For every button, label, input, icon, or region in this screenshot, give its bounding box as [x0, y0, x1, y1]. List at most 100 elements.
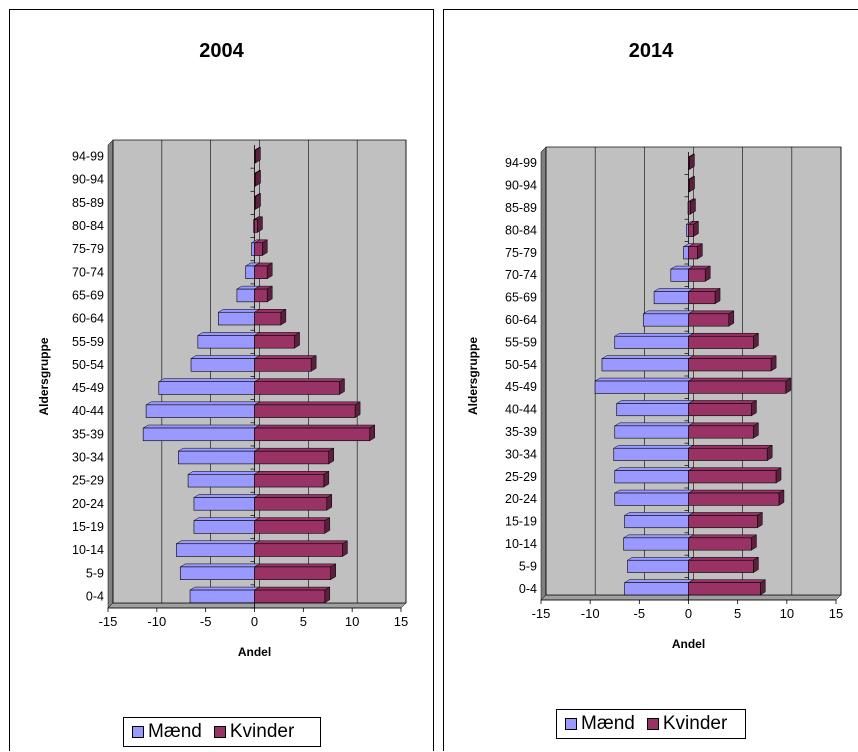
bar-top-face: [142, 424, 261, 429]
bar-side-face: [775, 467, 782, 484]
bar-front-face: [218, 311, 255, 326]
bar-front-face: [688, 582, 761, 596]
bar-men-55-59: [613, 332, 695, 350]
bar-women-5-9: [687, 556, 760, 574]
bar-side-face: [689, 175, 695, 193]
bar-front-face: [688, 515, 758, 529]
bar-top-face: [253, 332, 301, 336]
bar-side-face: [760, 579, 766, 596]
bar-side-face: [255, 193, 261, 210]
bar-top-face: [623, 512, 695, 516]
bar-men-45-49: [594, 377, 695, 394]
bar-front-face: [254, 543, 343, 557]
bar-front-face: [688, 179, 690, 193]
bar-top-face: [613, 489, 695, 494]
bar-top-face: [253, 424, 376, 429]
bar-top-face: [687, 467, 782, 471]
bar-women-60-64: [253, 308, 287, 326]
bar-front-face: [254, 589, 326, 604]
bar-women-65-69: [253, 285, 274, 303]
bar-women-65-69: [687, 287, 721, 305]
bar-front-face: [254, 520, 326, 534]
bar-side-face: [330, 563, 336, 581]
y-tick-label: 40-44: [505, 403, 537, 417]
bar-women-80-84: [253, 216, 264, 233]
x-tick-label: 10: [780, 606, 794, 621]
bar-side-face: [369, 424, 375, 442]
bar-women-90-94: [687, 175, 696, 193]
bar-men-0-4: [189, 586, 261, 604]
bar-top-face: [687, 512, 764, 516]
legend-item-women: Kvinder: [213, 721, 295, 743]
bar-side-face: [342, 540, 348, 557]
bar-men-40-44: [615, 399, 695, 417]
bar-top-face: [253, 378, 346, 382]
bar-front-face: [197, 335, 255, 349]
bar-women-40-44: [687, 399, 758, 417]
legend-swatch-men: [565, 718, 577, 730]
bar-top-face: [157, 378, 261, 382]
bar-front-face: [193, 520, 255, 534]
bar-side-face: [697, 243, 703, 260]
bar-women-55-59: [687, 332, 760, 350]
bar-men-40-44: [145, 401, 261, 419]
bar-top-face: [687, 534, 758, 539]
bar-top-face: [179, 563, 261, 568]
chart-panel-2004: 2004 -15 -10 -5 0 5 10 15 0-4 5-9 10-14 15-19 20-24…: [9, 9, 434, 751]
bar-front-face: [688, 156, 690, 170]
bar-front-face: [158, 381, 255, 395]
bar-top-face: [687, 556, 760, 561]
bar-side-face: [728, 310, 735, 327]
bar-side-face: [757, 511, 763, 529]
x-tick-label: 0: [685, 606, 692, 621]
bar-top-face: [687, 310, 735, 315]
legend-swatch-women: [646, 718, 659, 730]
y-tick-label: 5-9: [86, 566, 104, 580]
bar-top-face: [253, 586, 331, 591]
pyramid-chart-2014: -15 -10 -5 0 5 10 15 0-4 5-9 10-14 15-19 20-24 25-29…: [466, 146, 843, 651]
bar-men-15-19: [193, 517, 261, 534]
y-tick-label: 20-24: [505, 492, 537, 506]
bar-women-15-19: [687, 511, 764, 529]
y-tick-label: 25-29: [505, 470, 537, 484]
bar-front-face: [245, 265, 255, 279]
bar-men-60-64: [642, 310, 695, 327]
legend-label-women: Kvinder: [229, 721, 295, 742]
bar-front-face: [254, 288, 268, 303]
bar-top-face: [622, 534, 695, 539]
bar-men-5-9: [179, 563, 261, 581]
bar-women-45-49: [253, 378, 346, 395]
x-tick-label: 15: [394, 614, 408, 629]
y-tick-label: 80-84: [505, 223, 537, 237]
y-axis-title: Aldersgruppe: [37, 337, 51, 415]
plot-side-wall: [107, 139, 114, 609]
bar-top-face: [217, 309, 261, 313]
x-axis-title: Andel: [238, 645, 271, 659]
bar-men-50-54: [190, 355, 261, 372]
bar-front-face: [254, 474, 325, 488]
y-tick-label: 70-74: [72, 265, 104, 279]
bar-men-20-24: [613, 489, 695, 506]
bar-front-face: [142, 427, 255, 442]
y-tick-label: 0-4: [86, 589, 104, 603]
bar-top-face: [253, 494, 333, 498]
bar-side-face: [785, 377, 792, 394]
bar-top-face: [687, 377, 792, 382]
bar-side-face: [766, 444, 773, 462]
chart-legend: Mænd Kvinder: [556, 709, 746, 739]
bar-top-face: [623, 579, 695, 583]
bar-front-face: [254, 404, 356, 418]
bar-men-0-4: [623, 579, 695, 596]
y-tick-label: 55-59: [72, 335, 104, 349]
bar-top-face: [613, 422, 695, 427]
bar-front-face: [254, 149, 256, 164]
bar-front-face: [254, 265, 268, 279]
bar-front-face: [614, 335, 689, 349]
bar-front-face: [623, 537, 689, 551]
bar-top-face: [687, 444, 774, 449]
bar-front-face: [653, 291, 689, 305]
y-tick-label: 25-29: [72, 474, 104, 488]
bar-men-25-29: [613, 467, 695, 484]
x-tick-label: -5: [634, 606, 646, 621]
bar-women-50-54: [253, 355, 318, 372]
